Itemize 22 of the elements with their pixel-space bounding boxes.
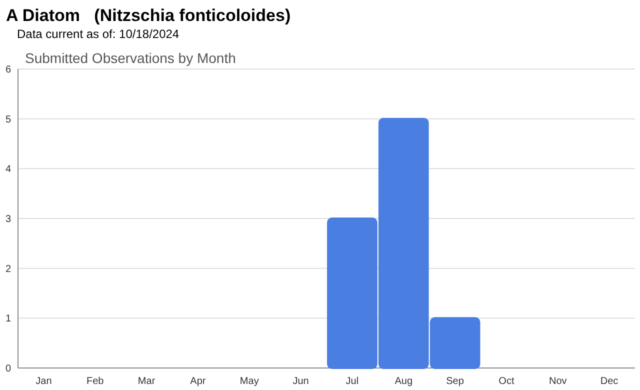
x-tick-label: Jan <box>36 376 52 387</box>
chart-subtitle: Data current as of: 10/18/2024 <box>17 27 180 41</box>
y-tick-label: 6 <box>5 64 12 76</box>
x-tick-label: Mar <box>138 376 156 387</box>
x-tick-label: Feb <box>86 376 104 387</box>
y-tick-label: 2 <box>5 264 12 275</box>
chart-title: A Diatom (Nitzschia fonticoloides) <box>6 6 291 25</box>
x-tick-label: Apr <box>190 376 206 387</box>
x-tick-label: May <box>240 376 259 387</box>
x-tick-label: Nov <box>548 376 567 387</box>
x-tick-label: Jul <box>346 376 359 387</box>
y-tick-label: 4 <box>5 164 12 176</box>
text: Submitted Observations by Month <box>25 50 236 66</box>
y-tick-label: 1 <box>5 314 12 325</box>
x-tick-label: Dec <box>600 376 618 387</box>
x-tick-label: Oct <box>498 376 514 387</box>
y-tick-label: 5 <box>5 114 12 126</box>
x-tick-label: Jun <box>292 376 309 387</box>
y-tick-label: 3 <box>5 214 12 225</box>
x-tick-label: Sep <box>446 376 464 387</box>
x-tick-label: Aug <box>394 376 413 387</box>
y-tick-label: 0 <box>5 364 12 374</box>
